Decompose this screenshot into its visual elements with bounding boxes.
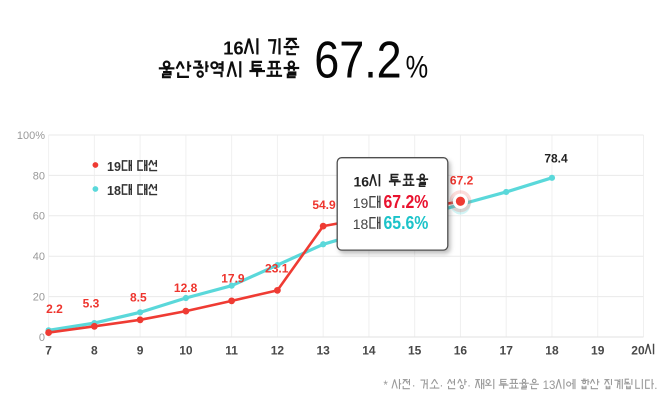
svg-text:·: ·: [467, 380, 471, 392]
svg-text:20: 20: [631, 343, 645, 357]
svg-text:0: 0: [39, 332, 45, 344]
svg-text:2.2: 2.2: [46, 302, 63, 316]
svg-text:13: 13: [543, 380, 556, 392]
svg-text:54.9: 54.9: [312, 198, 336, 212]
svg-text:19: 19: [591, 343, 605, 357]
svg-text:7: 7: [45, 343, 52, 357]
svg-text:67.2: 67.2: [450, 174, 474, 188]
svg-text:8: 8: [91, 343, 98, 357]
svg-text:13: 13: [316, 343, 330, 357]
svg-text:19: 19: [107, 160, 121, 174]
svg-text:·: ·: [412, 380, 416, 392]
svg-text:9: 9: [137, 343, 144, 357]
svg-text:%: %: [406, 48, 429, 84]
svg-text:8.5: 8.5: [130, 290, 147, 304]
svg-text:16: 16: [353, 173, 369, 189]
svg-text:16: 16: [454, 343, 468, 357]
svg-text:23.1: 23.1: [265, 261, 289, 275]
svg-text:12: 12: [271, 343, 285, 357]
svg-text:40: 40: [33, 251, 45, 263]
svg-text:·: ·: [439, 380, 443, 392]
svg-text:5.3: 5.3: [83, 297, 100, 311]
svg-text:18: 18: [353, 216, 369, 232]
svg-text:17.9: 17.9: [221, 271, 245, 285]
svg-text:80: 80: [33, 170, 45, 182]
svg-text:65.6%: 65.6%: [384, 212, 429, 233]
svg-text:67.2: 67.2: [314, 31, 402, 89]
svg-text:20: 20: [33, 292, 45, 304]
svg-text:18: 18: [107, 184, 121, 198]
svg-text:11: 11: [225, 343, 238, 357]
svg-text:18: 18: [545, 343, 559, 357]
svg-text:12.8: 12.8: [174, 281, 198, 295]
svg-text:14: 14: [362, 343, 376, 357]
svg-text:78.4: 78.4: [544, 151, 568, 165]
svg-text:10: 10: [179, 343, 193, 357]
svg-text:19: 19: [353, 195, 369, 211]
svg-text:60: 60: [33, 211, 45, 223]
svg-text:100%: 100%: [17, 130, 45, 142]
svg-text:67.2%: 67.2%: [384, 191, 429, 212]
svg-text:16: 16: [223, 38, 244, 59]
svg-text:*: *: [383, 380, 388, 392]
svg-text:17: 17: [500, 343, 514, 357]
svg-text:15: 15: [408, 343, 422, 357]
svg-text:.: .: [654, 380, 657, 392]
